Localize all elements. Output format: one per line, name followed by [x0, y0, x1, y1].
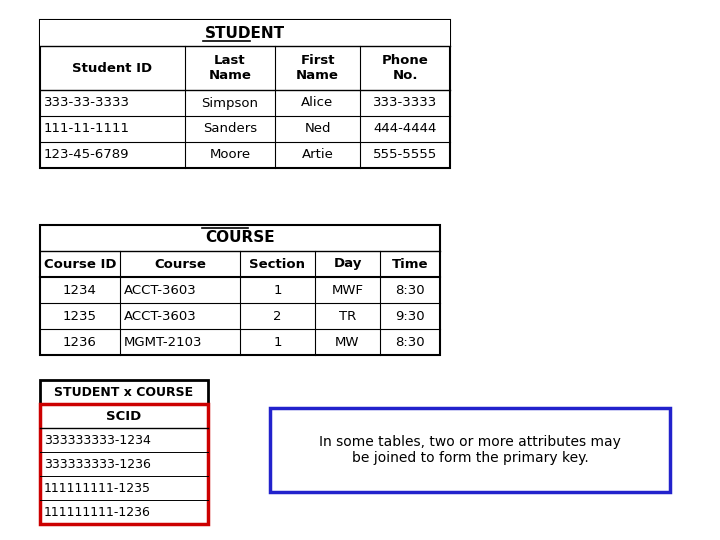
Text: ACCT-3603: ACCT-3603	[124, 309, 197, 322]
Text: STUDENT: STUDENT	[205, 25, 285, 40]
Text: Day: Day	[333, 258, 361, 271]
Text: Sanders: Sanders	[203, 123, 257, 136]
Text: 8:30: 8:30	[395, 284, 425, 296]
Text: Course ID: Course ID	[44, 258, 116, 271]
Text: 8:30: 8:30	[395, 335, 425, 348]
Text: 123-45-6789: 123-45-6789	[44, 148, 130, 161]
Text: Alice: Alice	[302, 97, 333, 110]
Bar	[40, 20, 450, 46]
Text: 1235: 1235	[63, 309, 97, 322]
Text: Artie: Artie	[302, 148, 333, 161]
Text: 1: 1	[274, 284, 282, 296]
Text: 333-3333: 333-3333	[373, 97, 437, 110]
Text: MWF: MWF	[331, 284, 364, 296]
Text: Section: Section	[250, 258, 305, 271]
Text: Ned: Ned	[305, 123, 330, 136]
Text: Moore: Moore	[210, 148, 251, 161]
Text: Simpson: Simpson	[202, 97, 258, 110]
Text: 333333333-1236: 333333333-1236	[44, 457, 151, 470]
Text: 111111111-1236: 111111111-1236	[44, 505, 151, 518]
Text: 1236: 1236	[63, 335, 97, 348]
Bar	[270, 408, 670, 492]
Text: In some tables, two or more attributes may
be joined to form the primary key.: In some tables, two or more attributes m…	[319, 435, 621, 465]
Text: 111-11-1111: 111-11-1111	[44, 123, 130, 136]
Text: MGMT-2103: MGMT-2103	[124, 335, 202, 348]
Text: Last
Name: Last Name	[209, 54, 251, 82]
Text: 111111111-1235: 111111111-1235	[44, 482, 151, 495]
Text: SCID: SCID	[107, 409, 142, 422]
Text: Student ID: Student ID	[73, 62, 153, 75]
Text: 333333333-1234: 333333333-1234	[44, 434, 151, 447]
Text: 333-33-3333: 333-33-3333	[44, 97, 130, 110]
Text: 444-4444: 444-4444	[373, 123, 437, 136]
Bar	[40, 225, 440, 355]
Text: 1: 1	[274, 335, 282, 348]
Text: 555-5555: 555-5555	[373, 148, 437, 161]
Text: 2: 2	[274, 309, 282, 322]
Bar	[40, 20, 450, 168]
Text: MW: MW	[336, 335, 360, 348]
Text: COURSE: COURSE	[205, 231, 275, 246]
Text: ACCT-3603: ACCT-3603	[124, 284, 197, 296]
Bar	[40, 404, 208, 524]
Text: First
Name: First Name	[296, 54, 339, 82]
Text: Time: Time	[392, 258, 428, 271]
Text: 1234: 1234	[63, 284, 97, 296]
Bar	[40, 380, 208, 404]
Text: Course: Course	[154, 258, 206, 271]
Text: STUDENT x COURSE: STUDENT x COURSE	[55, 386, 194, 399]
Text: Phone
No.: Phone No.	[382, 54, 428, 82]
Text: 9:30: 9:30	[395, 309, 425, 322]
Text: TR: TR	[339, 309, 356, 322]
